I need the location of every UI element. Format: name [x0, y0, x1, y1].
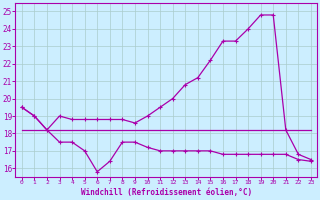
- X-axis label: Windchill (Refroidissement éolien,°C): Windchill (Refroidissement éolien,°C): [81, 188, 252, 197]
